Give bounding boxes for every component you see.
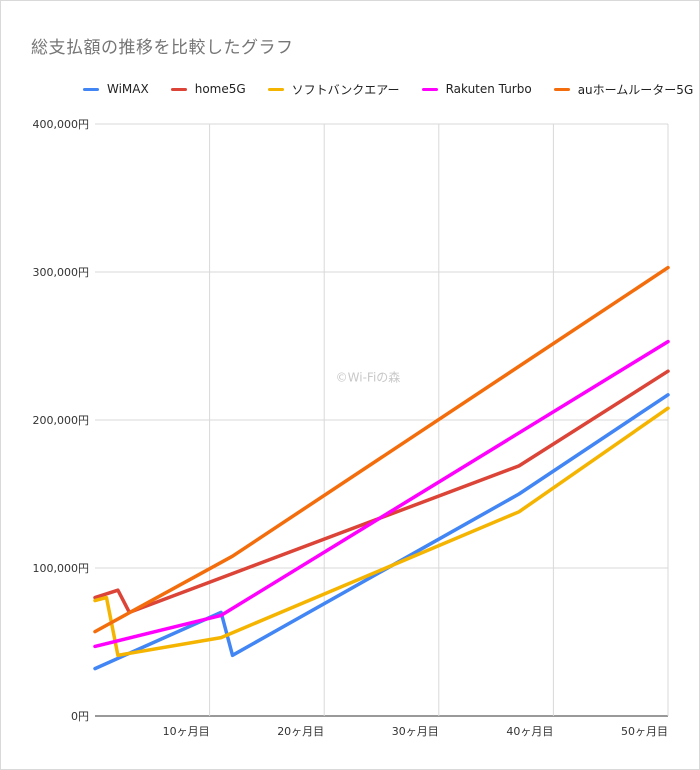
legend-swatch-rakuten-turbo	[421, 87, 438, 91]
y-tick-label: 400,000円	[33, 118, 90, 131]
legend-label-au-home-router-5g: auホームルーター5G	[577, 82, 694, 97]
legend-label-home5g: home5G	[194, 82, 246, 96]
legend-label-rakuten-turbo: Rakuten Turbo	[445, 82, 532, 96]
chart-title: 総支払額の推移を比較したグラフ	[31, 38, 294, 58]
x-tick-label: 50ヶ月目	[621, 725, 668, 738]
legend-item-rakuten-turbo[interactable]: Rakuten Turbo	[421, 82, 532, 96]
y-tick-label: 0円	[71, 710, 89, 723]
legend-swatch-softbank-air	[267, 87, 284, 91]
legend-item-wimax[interactable]: WiMAX	[83, 82, 149, 96]
chart-legend: WiMAX home5G ソフトバンクエアー Rakuten Turbo auホ…	[83, 81, 700, 97]
legend-item-au-home-router-5g[interactable]: auホームルーター5G	[553, 81, 694, 98]
legend-swatch-wimax	[83, 87, 99, 91]
y-tick-label: 100,000円	[33, 562, 90, 575]
x-tick-label: 30ヶ月目	[392, 725, 439, 738]
series-line-home5g	[93, 369, 670, 615]
series-line-wimax	[93, 393, 670, 671]
watermark-text: ©Wi-Fiの森	[336, 370, 401, 385]
series-line-rakuten-turbo	[93, 339, 670, 649]
series-line-softbank-air	[93, 406, 670, 658]
series-lines	[93, 265, 670, 671]
x-tick-label: 40ヶ月目	[506, 725, 553, 738]
legend-item-home5g[interactable]: home5G	[170, 82, 246, 96]
grid-lines	[95, 123, 669, 717]
legend-label-wimax: WiMAX	[107, 82, 149, 96]
tick-labels: 0円 100,000円 200,000円 300,000円 400,000円 10ヶ月目 2…	[33, 118, 669, 738]
legend-label-softbank-air: ソフトバンクエアー	[291, 82, 400, 97]
legend-item-softbank-air[interactable]: ソフトバンクエアー	[267, 81, 400, 98]
y-tick-label: 200,000円	[33, 414, 90, 427]
legend-swatch-home5g	[170, 87, 187, 91]
x-tick-label: 10ヶ月目	[163, 725, 210, 738]
series-line-au-home-router-5g	[93, 265, 670, 634]
y-tick-label: 300,000円	[33, 266, 90, 279]
legend-swatch-au-home-router-5g	[553, 87, 570, 91]
x-tick-label: 20ヶ月目	[277, 725, 324, 738]
